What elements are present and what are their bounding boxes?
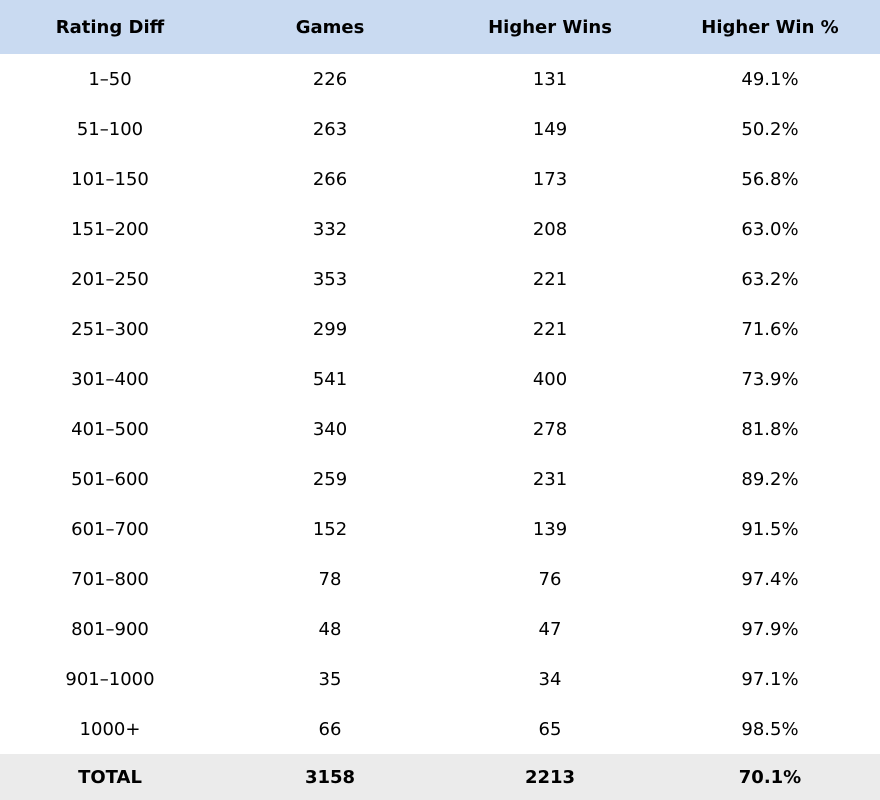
cell-higher-wins: 65: [538, 718, 562, 740]
cell-rating-diff: 301–400: [71, 368, 149, 390]
cell-higher-wins: 47: [538, 618, 562, 640]
cell-higher-win-pct: 97.9%: [741, 618, 799, 640]
cell-games: 299: [312, 318, 348, 340]
cell-higher-wins: 221: [532, 318, 568, 340]
cell-higher-wins: 400: [532, 368, 568, 390]
cell-games: 78: [318, 568, 342, 590]
table-row: 401–500 340 278 81.8%: [0, 404, 880, 454]
total-row: TOTAL 3158 2213 70.1%: [0, 754, 880, 800]
cell-higher-wins: 208: [532, 218, 568, 240]
table-footer: TOTAL 3158 2213 70.1%: [0, 754, 880, 800]
table-row: 151–200 332 208 63.0%: [0, 204, 880, 254]
cell-higher-win-pct: 97.1%: [741, 668, 799, 690]
cell-higher-wins: 221: [532, 268, 568, 290]
cell-games: 340: [312, 418, 348, 440]
total-games: 3158: [304, 766, 356, 788]
cell-higher-wins: 34: [538, 668, 562, 690]
column-header-rating-diff: Rating Diff: [55, 16, 165, 38]
total-label: TOTAL: [78, 766, 142, 788]
cell-higher-wins: 231: [532, 468, 568, 490]
cell-higher-win-pct: 97.4%: [741, 568, 799, 590]
table-row: 901–1000 35 34 97.1%: [0, 654, 880, 704]
cell-games: 35: [318, 668, 342, 690]
total-higher-win-pct: 70.1%: [738, 766, 802, 788]
cell-higher-wins: 149: [532, 118, 568, 140]
table-row: 601–700 152 139 91.5%: [0, 504, 880, 554]
cell-rating-diff: 51–100: [76, 118, 144, 140]
cell-higher-win-pct: 50.2%: [741, 118, 799, 140]
table-body: 1–50 226 131 49.1% 51–100 263 149 50.2% 101–150 2…: [0, 54, 880, 754]
cell-higher-wins: 131: [532, 68, 568, 90]
cell-rating-diff: 601–700: [71, 518, 149, 540]
cell-higher-wins: 76: [538, 568, 562, 590]
cell-games: 226: [312, 68, 348, 90]
cell-games: 48: [318, 618, 342, 640]
column-header-higher-wins: Higher Wins: [488, 16, 612, 38]
table-row: 201–250 353 221 63.2%: [0, 254, 880, 304]
cell-rating-diff: 251–300: [71, 318, 149, 340]
table-row: 501–600 259 231 89.2%: [0, 454, 880, 504]
cell-higher-win-pct: 63.0%: [741, 218, 799, 240]
cell-rating-diff: 501–600: [71, 468, 149, 490]
cell-rating-diff: 1–50: [88, 68, 132, 90]
cell-higher-win-pct: 71.6%: [741, 318, 799, 340]
cell-higher-win-pct: 49.1%: [741, 68, 799, 90]
cell-rating-diff: 701–800: [71, 568, 149, 590]
table-row: 1–50 226 131 49.1%: [0, 54, 880, 104]
cell-rating-diff: 401–500: [71, 418, 149, 440]
cell-games: 259: [312, 468, 348, 490]
table-header: Rating Diff Games Higher Wins Higher Win…: [0, 0, 880, 54]
cell-rating-diff: 101–150: [71, 168, 149, 190]
column-header-higher-win-pct: Higher Win %: [701, 16, 839, 38]
cell-rating-diff: 151–200: [71, 218, 149, 240]
table-row: 101–150 266 173 56.8%: [0, 154, 880, 204]
header-row: Rating Diff Games Higher Wins Higher Win…: [0, 0, 880, 54]
cell-games: 263: [312, 118, 348, 140]
cell-rating-diff: 901–1000: [65, 668, 155, 690]
cell-higher-win-pct: 56.8%: [741, 168, 799, 190]
table-row: 251–300 299 221 71.6%: [0, 304, 880, 354]
cell-games: 332: [312, 218, 348, 240]
cell-higher-win-pct: 98.5%: [741, 718, 799, 740]
cell-rating-diff: 1000+: [79, 718, 141, 740]
table-row: 1000+ 66 65 98.5%: [0, 704, 880, 754]
cell-rating-diff: 201–250: [71, 268, 149, 290]
cell-higher-wins: 139: [532, 518, 568, 540]
cell-higher-win-pct: 81.8%: [741, 418, 799, 440]
cell-higher-win-pct: 63.2%: [741, 268, 799, 290]
cell-games: 541: [312, 368, 348, 390]
cell-rating-diff: 801–900: [71, 618, 149, 640]
table-row: 301–400 541 400 73.9%: [0, 354, 880, 404]
table-row: 801–900 48 47 97.9%: [0, 604, 880, 654]
cell-higher-win-pct: 89.2%: [741, 468, 799, 490]
cell-higher-wins: 173: [532, 168, 568, 190]
table-row: 701–800 78 76 97.4%: [0, 554, 880, 604]
column-header-games: Games: [295, 16, 365, 38]
cell-games: 353: [312, 268, 348, 290]
table-row: 51–100 263 149 50.2%: [0, 104, 880, 154]
cell-games: 266: [312, 168, 348, 190]
cell-games: 66: [318, 718, 342, 740]
total-higher-wins: 2213: [524, 766, 576, 788]
cell-higher-win-pct: 91.5%: [741, 518, 799, 540]
cell-higher-wins: 278: [532, 418, 568, 440]
cell-games: 152: [312, 518, 348, 540]
cell-higher-win-pct: 73.9%: [741, 368, 799, 390]
